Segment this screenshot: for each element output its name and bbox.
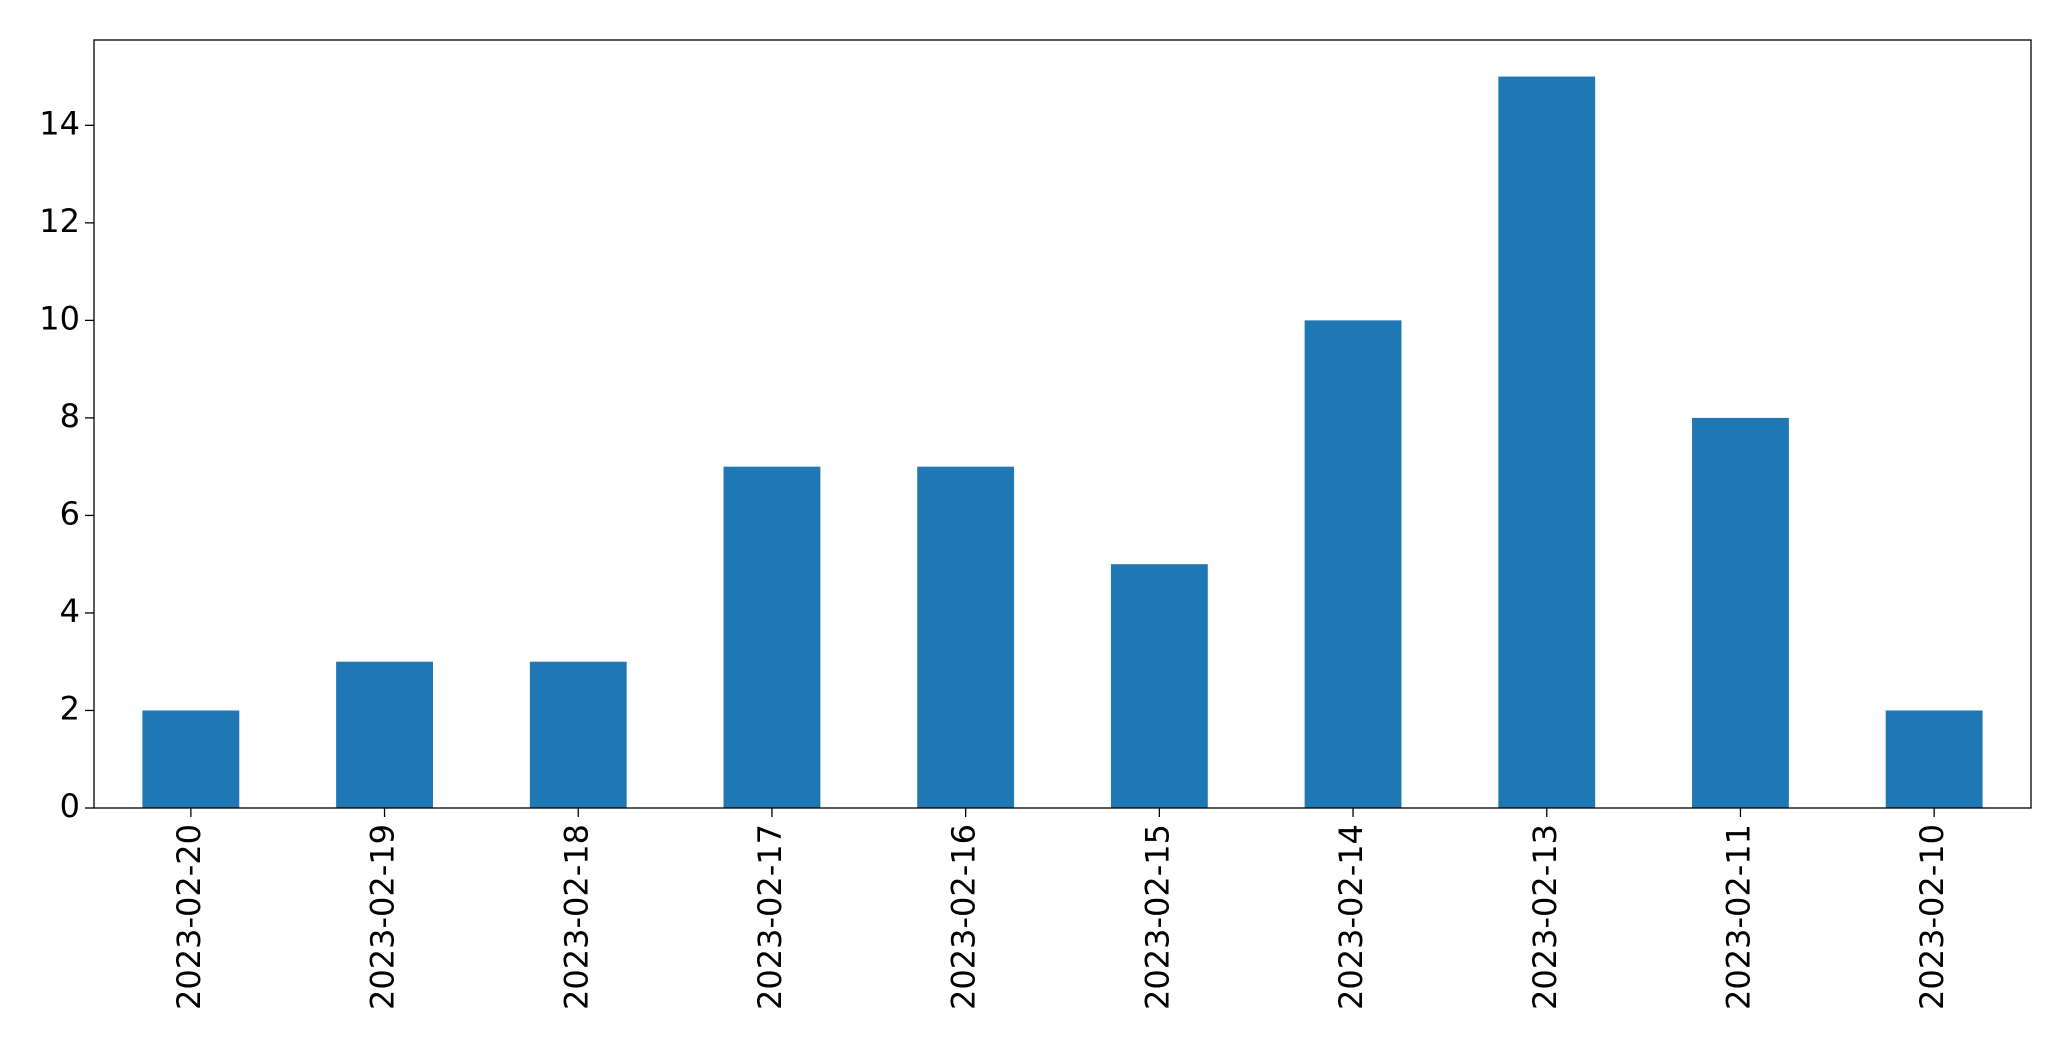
x-tick-label: 2023-02-17 (751, 824, 789, 1010)
bar (142, 710, 240, 808)
bar (1498, 76, 1596, 809)
x-tick-label: 2023-02-15 (1138, 824, 1176, 1010)
y-tick-label: 10 (39, 299, 80, 337)
x-tick-label: 2023-02-20 (170, 824, 208, 1010)
bar (336, 661, 433, 808)
y-tick-label: 8 (60, 397, 80, 435)
y-tick-label: 14 (39, 104, 80, 142)
y-tick-label: 6 (60, 494, 80, 532)
bar (917, 466, 1015, 808)
y-tick-label: 12 (39, 202, 80, 240)
y-tick-label: 0 (60, 787, 80, 825)
x-tick-label: 2023-02-18 (557, 824, 595, 1010)
x-tick-label: 2023-02-10 (1913, 824, 1951, 1010)
y-tick-label: 4 (60, 592, 80, 630)
x-tick-label: 2023-02-16 (945, 824, 983, 1010)
bar (529, 661, 627, 808)
x-tick-label: 2023-02-14 (1332, 824, 1370, 1010)
plot-frame (93, 39, 2032, 809)
bar (1304, 320, 1402, 808)
x-tick-label: 2023-02-11 (1719, 824, 1757, 1010)
bar (723, 466, 821, 808)
x-tick-label: 2023-02-13 (1526, 824, 1564, 1010)
y-tick-label: 2 (60, 689, 80, 727)
bar (1885, 710, 1983, 808)
x-tick-label: 2023-02-19 (364, 824, 402, 1010)
bar (1692, 417, 1789, 808)
bar (1110, 564, 1208, 808)
